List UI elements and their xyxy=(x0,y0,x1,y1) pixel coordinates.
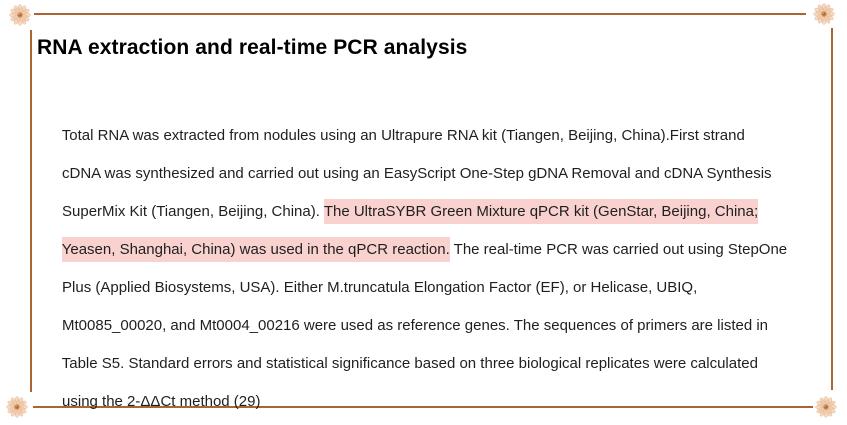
paragraph-line: Mt0085_00020, and Mt0004_00216 were used… xyxy=(37,269,822,334)
paragraph-line: cDNA was synthesized and carried out usi… xyxy=(37,117,822,182)
paragraph-line: SuperMix Kit (Tiangen, Beijing, China). … xyxy=(37,155,822,224)
paragraph-text: Total RNA was extracted from nodules usi… xyxy=(61,127,745,144)
highlighted-text: Yeasen, Shanghai, China) was used in the… xyxy=(61,237,450,262)
paragraph-text: SuperMix Kit (Tiangen, Beijing, China). xyxy=(62,203,324,220)
paragraph-line: Yeasen, Shanghai, China) was used in the… xyxy=(37,193,822,262)
paragraph-text: The real-time PCR was carried out using … xyxy=(449,241,788,258)
paragraph-line: Total RNA was extracted from nodules usi… xyxy=(37,79,822,144)
flower-icon xyxy=(9,4,31,26)
highlighted-text: The UltraSYBR Green Mixture qPCR kit (Ge… xyxy=(323,199,759,224)
paragraph: Total RNA was extracted from nodules usi… xyxy=(37,79,822,410)
paragraph-line: Plus (Applied Biosystems, USA). Either M… xyxy=(37,231,822,296)
paragraph-text: Table S5. Standard errors and statistica… xyxy=(61,355,758,372)
paragraph-line: using the 2-ΔΔCt method (29) xyxy=(37,345,822,410)
frame-line-left xyxy=(30,30,32,392)
flower-icon xyxy=(813,3,835,25)
paragraph-text: cDNA was synthesized and carried out usi… xyxy=(62,165,772,182)
paragraph-text: Mt0085_00020, and Mt0004_00216 were used… xyxy=(62,317,769,334)
flower-icon xyxy=(6,396,28,418)
flower-icon xyxy=(815,396,837,418)
paragraph-line: Table S5. Standard errors and statistica… xyxy=(37,307,822,372)
section-title: RNA extraction and real-time PCR analysi… xyxy=(37,36,468,59)
paragraph-text: Plus (Applied Biosystems, USA). Either M… xyxy=(62,279,698,296)
frame-line-right xyxy=(831,28,833,390)
paragraph-text: using the 2-ΔΔCt method (29) xyxy=(62,393,261,410)
frame-line-bottom xyxy=(33,406,813,408)
frame-line-top xyxy=(34,13,806,15)
